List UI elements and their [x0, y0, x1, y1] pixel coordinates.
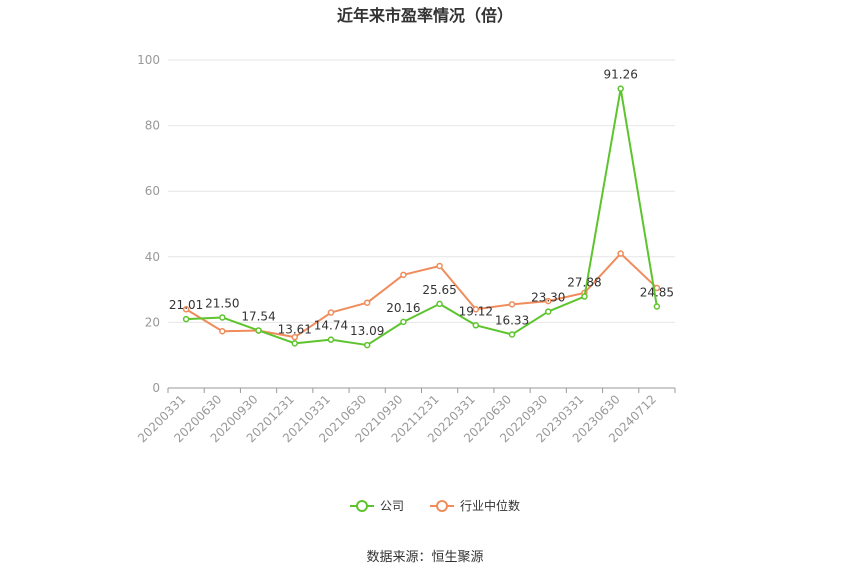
data-point[interactable]: [363, 341, 371, 349]
data-point[interactable]: [219, 328, 226, 335]
data-point[interactable]: [363, 299, 371, 306]
legend[interactable]: 公司 行业中位数: [350, 498, 520, 513]
data-label: 17.54: [241, 309, 275, 323]
y-tick-label: 20: [145, 315, 160, 329]
data-label: 20.16: [386, 301, 420, 315]
data-point[interactable]: [400, 318, 407, 326]
data-label: 25.65: [422, 283, 456, 297]
y-tick-label: 100: [137, 53, 160, 67]
data-point[interactable]: [436, 262, 443, 270]
data-point[interactable]: [508, 331, 516, 338]
data-point[interactable]: [545, 297, 552, 305]
data-point[interactable]: [291, 340, 298, 347]
data-point[interactable]: [255, 327, 262, 334]
data-label: 24.85: [640, 285, 674, 299]
data-label: 13.61: [278, 322, 312, 336]
data-point[interactable]: [219, 314, 226, 321]
y-tick-label: 0: [152, 381, 160, 395]
data-point[interactable]: [327, 336, 335, 343]
legend-label-1[interactable]: 行业中位数: [460, 498, 520, 513]
y-tick-label: 60: [145, 184, 160, 198]
data-label: 21.01: [169, 298, 203, 312]
data-label: 21.50: [205, 296, 239, 310]
y-tick-label: 80: [145, 119, 160, 133]
data-point[interactable]: [617, 85, 624, 92]
data-label: 19.12: [459, 304, 493, 318]
series-line-0: [186, 87, 658, 347]
legend-marker-0[interactable]: [356, 500, 368, 512]
data-point[interactable]: [472, 322, 480, 329]
data-point[interactable]: [617, 250, 624, 257]
data-point[interactable]: [581, 293, 588, 300]
data-point[interactable]: [182, 306, 190, 313]
legend-label-0[interactable]: 公司: [380, 499, 404, 513]
data-point[interactable]: [400, 271, 407, 279]
data-point[interactable]: [653, 303, 661, 310]
series-lines: [182, 85, 661, 349]
data-point[interactable]: [327, 309, 335, 316]
y-axis-ticks: 0 20 40 60 80 100: [137, 53, 160, 395]
x-axis: [167, 387, 676, 393]
source-note: 数据来源：恒生聚源: [366, 550, 484, 565]
data-point[interactable]: [182, 315, 190, 323]
y-tick-label: 40: [145, 250, 160, 264]
data-label: 13.09: [350, 324, 384, 338]
data-label: 91.26: [603, 68, 637, 82]
data-point[interactable]: [436, 300, 443, 308]
data-point[interactable]: [508, 301, 516, 308]
x-axis-ticks: 2020033120200630202009302020123120210331…: [135, 392, 659, 445]
data-label: 14.74: [314, 319, 348, 333]
grid-lines: [168, 59, 675, 323]
data-point[interactable]: [291, 333, 298, 341]
legend-marker-1[interactable]: [436, 500, 448, 512]
data-point[interactable]: [545, 308, 552, 315]
data-point[interactable]: [472, 306, 480, 313]
data-label: 16.33: [495, 313, 529, 327]
data-label: 23.30: [531, 291, 565, 305]
data-label: 27.88: [567, 276, 601, 290]
chart-title: 近年来市盈率情况（倍）: [336, 6, 513, 25]
